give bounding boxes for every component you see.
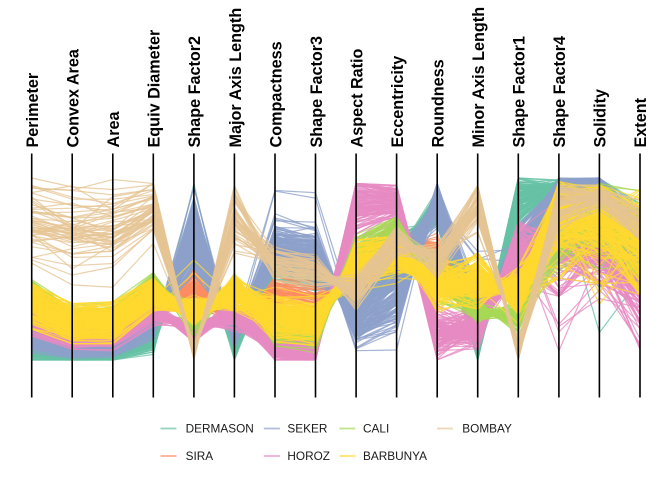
svg-text:Equiv Diameter: Equiv Diameter bbox=[146, 29, 164, 148]
svg-text:Major Axis Length: Major Axis Length bbox=[227, 8, 245, 148]
svg-text:Eccentricity: Eccentricity bbox=[389, 56, 407, 148]
svg-text:Shape Factor2: Shape Factor2 bbox=[186, 36, 204, 148]
svg-text:DERMASON: DERMASON bbox=[186, 422, 254, 436]
svg-text:Convex Area: Convex Area bbox=[65, 48, 83, 147]
svg-text:Minor Axis Length: Minor Axis Length bbox=[470, 7, 488, 148]
svg-text:Perimeter: Perimeter bbox=[24, 72, 42, 147]
svg-text:BOMBAY: BOMBAY bbox=[462, 422, 512, 436]
svg-text:Solidity: Solidity bbox=[592, 89, 610, 147]
svg-text:Shape Factor1: Shape Factor1 bbox=[511, 36, 529, 148]
svg-text:SEKER: SEKER bbox=[287, 422, 327, 436]
svg-text:Aspect Ratio: Aspect Ratio bbox=[348, 48, 366, 147]
svg-text:Compactness: Compactness bbox=[267, 41, 285, 147]
svg-text:Shape Factor4: Shape Factor4 bbox=[551, 36, 569, 148]
svg-text:HOROZ: HOROZ bbox=[287, 449, 330, 463]
svg-text:Roundness: Roundness bbox=[430, 59, 448, 147]
svg-text:Shape Factor3: Shape Factor3 bbox=[308, 36, 326, 148]
svg-text:Extent: Extent bbox=[632, 97, 650, 147]
svg-text:CALI: CALI bbox=[363, 422, 389, 436]
svg-text:SIRA: SIRA bbox=[186, 449, 214, 463]
svg-text:BARBUNYA: BARBUNYA bbox=[363, 449, 427, 463]
svg-text:Area: Area bbox=[105, 111, 123, 148]
